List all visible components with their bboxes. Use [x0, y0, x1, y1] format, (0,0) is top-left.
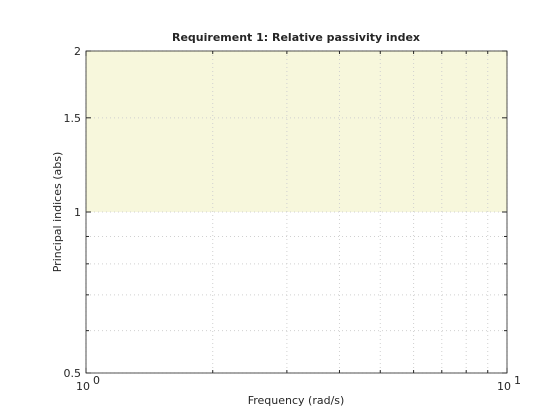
y-tick-label: 2 [74, 45, 81, 58]
x-tick-exponent: 0 [93, 374, 100, 387]
y-tick-label: 1.5 [64, 112, 82, 125]
x-tick-exponent: 1 [514, 374, 521, 387]
y-axis-label: Principal indices (abs) [51, 152, 64, 273]
x-tick-label: 10 [497, 380, 511, 393]
y-tick-label: 0.5 [64, 367, 82, 380]
requirement-region [86, 51, 507, 212]
x-axis-label: Frequency (rad/s) [248, 394, 345, 407]
chart-title: Requirement 1: Relative passivity index [172, 31, 420, 44]
x-tick-label: 10 [76, 380, 90, 393]
y-tick-label: 1 [74, 206, 81, 219]
axes-box [85, 50, 508, 374]
